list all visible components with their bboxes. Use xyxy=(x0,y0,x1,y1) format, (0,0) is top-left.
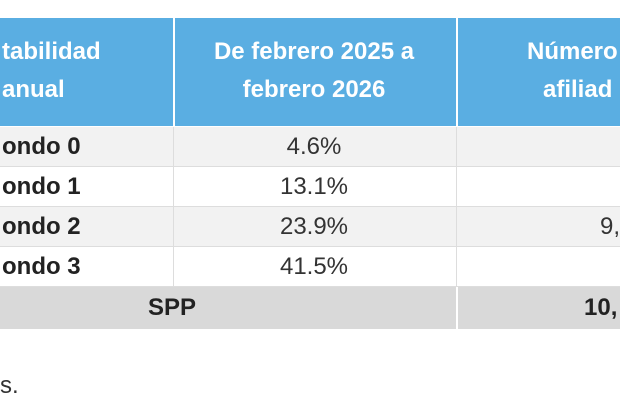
fund-name: ondo 0 xyxy=(2,133,81,160)
return-value: 4.6% xyxy=(286,133,342,160)
cell-divider xyxy=(173,127,174,167)
table-row xyxy=(0,127,620,167)
table-row xyxy=(0,247,620,287)
cell-divider xyxy=(173,167,174,207)
cell-divider xyxy=(173,247,174,287)
total-label: SPP xyxy=(147,294,197,321)
header-cell: anual xyxy=(2,76,65,103)
cell-divider xyxy=(456,167,457,207)
header-divider xyxy=(173,18,175,126)
cell-divider xyxy=(456,287,458,329)
total-value: 10, xyxy=(584,294,618,321)
header-cell: De febrero 2025 a xyxy=(213,38,415,65)
header-cell: febrero 2026 xyxy=(242,76,386,103)
cell-divider xyxy=(456,207,457,247)
fund-name: ondo 1 xyxy=(2,173,81,200)
header-row xyxy=(0,18,620,126)
cell-divider xyxy=(173,207,174,247)
return-value: 13.1% xyxy=(279,173,349,200)
return-value: 41.5% xyxy=(279,253,349,280)
total-row xyxy=(0,287,620,329)
header-cell: tabilidad xyxy=(2,38,101,65)
header-cell: afiliad xyxy=(543,76,613,103)
footer-text: s. xyxy=(0,372,19,399)
cell-divider xyxy=(456,127,457,167)
table-row xyxy=(0,167,620,207)
affiliates-value: 9, xyxy=(600,213,620,240)
header-divider xyxy=(456,18,458,126)
return-value: 23.9% xyxy=(279,213,349,240)
cell-divider xyxy=(456,247,457,287)
header-cell: Número xyxy=(527,38,618,65)
fund-name: ondo 2 xyxy=(2,213,81,240)
fund-name: ondo 3 xyxy=(2,253,81,280)
table-row xyxy=(0,207,620,247)
